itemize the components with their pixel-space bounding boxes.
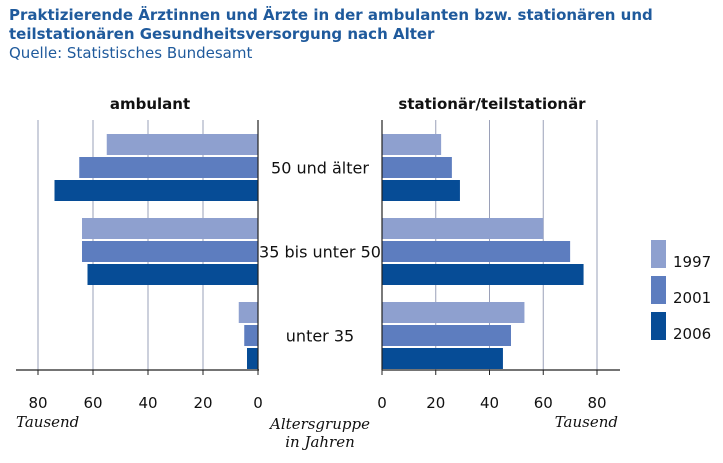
bar-ambulant-2001-1	[82, 241, 258, 262]
bar-stationaer-2001-2	[382, 325, 511, 346]
bar-stationaer-2006-0	[382, 180, 460, 201]
tick-label-stationaer-80: 80	[587, 394, 606, 412]
x-unit-left: Tausend	[16, 413, 79, 431]
tick-label-stationaer-60: 60	[534, 394, 553, 412]
bar-stationaer-1997-2	[382, 302, 525, 323]
tick-label-ambulant-80: 80	[28, 394, 47, 412]
bar-ambulant-2006-1	[87, 264, 258, 285]
tick-labels: 80 60 40 20 0 0 20 40 60 80	[28, 370, 607, 412]
category-label-2: unter 35	[286, 327, 354, 346]
legend-label-1997: 1997	[673, 253, 711, 271]
bars	[54, 134, 584, 369]
bar-stationaer-1997-1	[382, 218, 544, 239]
legend-label-2001: 2001	[673, 289, 711, 307]
x-unit-right: Tausend	[555, 413, 618, 431]
bar-stationaer-2001-0	[382, 157, 452, 178]
tick-label-ambulant-60: 60	[83, 394, 102, 412]
bar-ambulant-2001-2	[244, 325, 258, 346]
tick-label-ambulant-20: 20	[193, 394, 212, 412]
category-labels: 50 und älter 35 bis unter 50 unter 35	[259, 159, 381, 346]
bar-stationaer-2006-1	[382, 264, 584, 285]
legend-swatch-2001	[651, 276, 666, 304]
bar-ambulant-1997-0	[106, 134, 258, 155]
bar-stationaer-2001-1	[382, 241, 571, 262]
bar-ambulant-2001-0	[79, 157, 258, 178]
tick-label-stationaer-40: 40	[480, 394, 499, 412]
bar-ambulant-1997-1	[82, 218, 258, 239]
chart-subtitle: Quelle: Statistisches Bundesamt	[9, 44, 253, 62]
panel-title-stationaer: stationär/teilstationär	[398, 95, 586, 113]
bar-stationaer-1997-0	[382, 134, 442, 155]
tick-label-stationaer-0: 0	[377, 394, 387, 412]
center-axis-label-2: in Jahren	[285, 433, 355, 451]
bar-ambulant-2006-2	[247, 348, 258, 369]
category-label-1: 35 bis unter 50	[259, 243, 381, 262]
center-axis-label-1: Altersgruppe	[268, 415, 370, 433]
legend-swatch-1997	[651, 240, 666, 268]
panel-title-ambulant: ambulant	[110, 95, 190, 113]
chart-title-text: Praktizierende Ärztinnen und Ärzte in de…	[9, 6, 653, 43]
tick-label-ambulant-40: 40	[138, 394, 157, 412]
legend-swatch-2006	[651, 312, 666, 340]
bar-ambulant-1997-2	[238, 302, 258, 323]
tick-label-stationaer-20: 20	[426, 394, 445, 412]
legend-label-2006: 2006	[673, 325, 711, 343]
bar-ambulant-2006-0	[54, 180, 258, 201]
category-label-0: 50 und älter	[271, 159, 369, 178]
tick-label-ambulant-0: 0	[253, 394, 263, 412]
legend: 1997 2001 2006	[651, 240, 711, 343]
bar-stationaer-2006-2	[382, 348, 503, 369]
axes	[16, 120, 620, 371]
chart-title: Praktizierende Ärztinnen und Ärzte in de…	[9, 6, 709, 63]
